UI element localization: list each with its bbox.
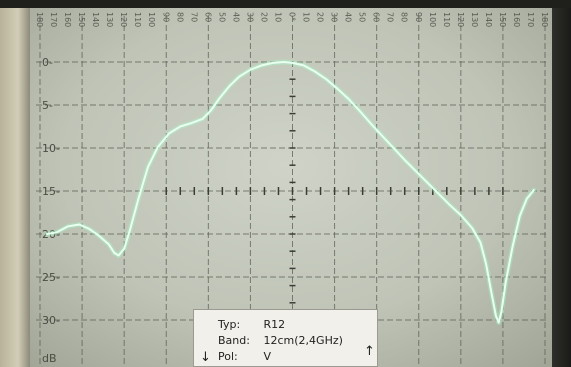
x-tick-label: 10: [273, 12, 282, 22]
x-tick-label: 140: [484, 12, 493, 27]
x-tick-label: 0°: [288, 12, 297, 21]
x-tick-label: 100: [147, 12, 156, 27]
x-tick-label: 30: [330, 12, 339, 22]
x-tick-label: 140: [91, 12, 100, 27]
antenna-info-card: Typ: R12 Band: 12cm(2,4GHz) Pol: V ↓ ↑: [193, 309, 378, 367]
x-tick-label: 40: [344, 12, 353, 22]
band-key: Band:: [218, 334, 250, 347]
x-tick-label: 180: [540, 12, 549, 27]
x-tick-label: 60: [372, 12, 381, 22]
x-tick-label: 70: [189, 12, 198, 22]
x-tick-label: 10: [302, 12, 311, 22]
x-tick-label: 110: [133, 12, 142, 27]
x-tick-label: 170: [526, 12, 535, 27]
screen-bezel-left: [0, 0, 30, 367]
y-tick-label: 10-: [42, 142, 60, 155]
chart-series: [44, 59, 537, 326]
arrow-down-icon: ↓: [200, 350, 211, 365]
x-tick-label: 120: [119, 12, 128, 27]
x-tick-label: 120: [456, 12, 465, 27]
y-tick-label: 15-: [42, 185, 60, 198]
x-tick-label: 50: [217, 12, 226, 22]
x-tick-label: 130: [105, 12, 114, 27]
screen-bezel-right: [552, 0, 571, 367]
type-value: R12: [263, 318, 286, 331]
series-line: [46, 61, 535, 324]
x-tick-label: 50: [358, 12, 367, 22]
pol-value: V: [263, 350, 272, 363]
x-tick-label: 80: [175, 12, 184, 22]
x-tick-label: 90: [161, 12, 170, 22]
type-row: Typ: R12: [218, 318, 285, 331]
x-tick-label: 30: [245, 12, 254, 22]
x-tick-label: 170: [49, 12, 58, 27]
x-tick-label: 80: [400, 12, 409, 22]
arrow-up-icon: ↑: [364, 344, 375, 359]
x-tick-label: 130: [470, 12, 479, 27]
x-tick-label: 20: [259, 12, 268, 22]
pol-row: Pol: V: [218, 350, 271, 363]
x-axis-tick-labels: 180 170 160 150 140 130 120 110 100 90 80 70 60 50 40 3…: [35, 12, 549, 27]
pol-key: Pol:: [218, 350, 238, 363]
band-row: Band: 12cm(2,4GHz): [218, 334, 343, 347]
x-tick-label: 20: [316, 12, 325, 22]
screen-bezel-top: [0, 0, 571, 8]
x-tick-label: 110: [442, 12, 451, 27]
y-axis-unit-label: dB: [42, 352, 57, 365]
x-tick-label: 180: [35, 12, 44, 27]
x-tick-label: 150: [498, 12, 507, 27]
x-tick-label: 60: [203, 12, 212, 22]
y-tick-label: 20-: [42, 228, 60, 241]
x-tick-label: 100: [428, 12, 437, 27]
type-key: Typ:: [218, 318, 241, 331]
y-tick-label: 0-: [42, 56, 53, 69]
x-tick-label: 40: [231, 12, 240, 22]
y-tick-label: 25-: [42, 271, 60, 284]
chart-grid: [36, 16, 548, 367]
x-tick-label: 90: [414, 12, 423, 22]
y-tick-label: 5-: [42, 99, 53, 112]
band-value: 12cm(2,4GHz): [263, 334, 343, 347]
y-tick-label: 30-: [42, 314, 60, 327]
x-tick-label: 70: [386, 12, 395, 22]
x-tick-label: 160: [63, 12, 72, 27]
y-axis-tick-labels: 0- 5- 10- 15- 20- 25- 30-: [42, 56, 60, 327]
x-tick-label: 150: [77, 12, 86, 27]
x-tick-label: 160: [512, 12, 521, 27]
